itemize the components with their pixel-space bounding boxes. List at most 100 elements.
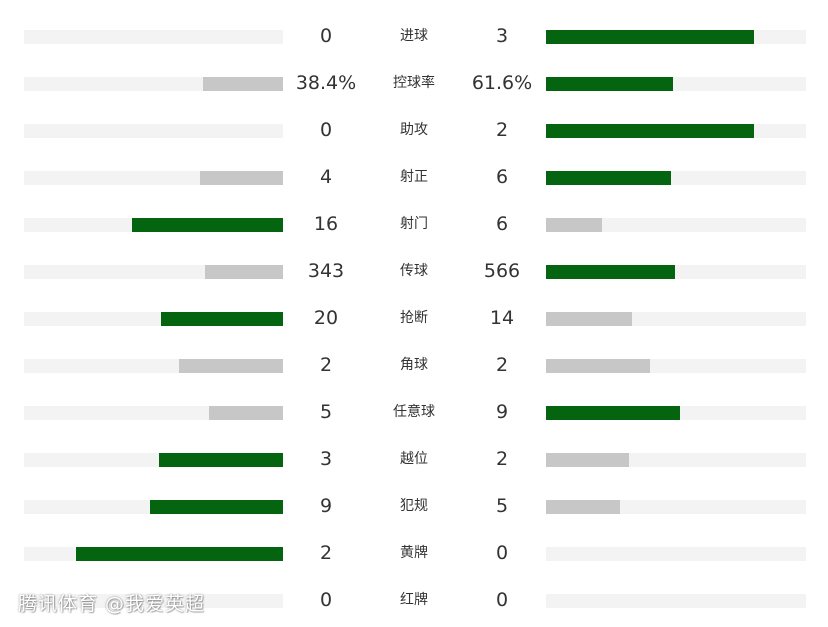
stat-label: 越位 [400, 451, 428, 467]
home-bar-track [24, 265, 283, 279]
stat-label: 犯规 [400, 498, 428, 514]
away-bar-fill [546, 171, 671, 185]
away-value: 6 [495, 166, 509, 188]
away-bar-fill [546, 500, 621, 514]
away-bar-fill [546, 265, 675, 279]
away-bar-fill [546, 312, 632, 326]
stat-row: 9 犯规 5 [0, 476, 828, 523]
stat-row: 0 进球 3 [0, 6, 828, 53]
home-value: 2 [319, 354, 333, 376]
stat-row: 0 助攻 2 [0, 100, 828, 147]
away-value: 2 [495, 119, 509, 141]
home-value: 0 [319, 25, 333, 47]
away-bar-fill [546, 30, 754, 44]
home-bar-fill [202, 77, 283, 91]
home-bar-fill [179, 359, 283, 373]
away-value: 3 [495, 25, 509, 47]
away-value: 0 [495, 589, 509, 611]
away-value: 9 [495, 401, 509, 423]
away-bar-track [546, 265, 806, 279]
stat-label: 射正 [400, 169, 428, 185]
away-value: 6 [495, 213, 509, 235]
away-bar-track [546, 453, 806, 467]
stat-row: 5 任意球 9 [0, 382, 828, 429]
away-value: 14 [489, 307, 515, 329]
away-bar-track [546, 171, 806, 185]
away-value: 0 [495, 542, 509, 564]
home-bar-track [24, 124, 283, 138]
away-bar-track [546, 500, 806, 514]
stat-row: 38.4% 控球率 61.6% [0, 53, 828, 100]
stat-label: 抢断 [400, 310, 428, 326]
home-bar-track [24, 594, 283, 608]
home-value: 9 [319, 495, 333, 517]
away-bar-track [546, 77, 806, 91]
home-bar-track [24, 218, 283, 232]
home-bar-fill [131, 218, 283, 232]
home-bar-fill [158, 453, 283, 467]
stat-label: 任意球 [393, 404, 435, 420]
away-bar-track [546, 124, 806, 138]
home-bar-track [24, 547, 283, 561]
away-bar-track [546, 359, 806, 373]
home-bar-fill [205, 265, 283, 279]
stat-label: 射门 [400, 216, 428, 232]
home-bar-track [24, 30, 283, 44]
stat-row: 2 黄牌 0 [0, 523, 828, 570]
stat-row: 4 射正 6 [0, 147, 828, 194]
away-bar-track [546, 594, 806, 608]
home-value: 3 [319, 448, 333, 470]
home-value: 38.4% [295, 72, 357, 94]
watermark-text: 腾讯体育 @我爱英超 [18, 593, 206, 615]
home-value: 16 [313, 213, 339, 235]
stat-label: 传球 [400, 263, 428, 279]
home-bar-fill [200, 171, 283, 185]
away-bar-track [546, 406, 806, 420]
away-bar-track [546, 547, 806, 561]
stat-label: 进球 [400, 28, 428, 44]
stat-row: 0 红牌 0 [0, 570, 828, 617]
stat-label: 助攻 [400, 122, 428, 138]
home-bar-track [24, 453, 283, 467]
stat-label: 控球率 [393, 75, 435, 91]
away-value: 2 [495, 448, 509, 470]
home-bar-fill [75, 547, 283, 561]
home-bar-track [24, 77, 283, 91]
stat-row: 2 角球 2 [0, 335, 828, 382]
away-bar-fill [546, 218, 602, 232]
away-value: 566 [483, 260, 521, 282]
away-value: 61.6% [471, 72, 533, 94]
home-bar-track [24, 171, 283, 185]
home-bar-track [24, 406, 283, 420]
home-bar-fill [209, 406, 283, 420]
away-bar-fill [546, 124, 754, 138]
away-value: 2 [495, 354, 509, 376]
away-bar-track [546, 218, 806, 232]
home-value: 2 [319, 542, 333, 564]
stat-row: 16 射门 6 [0, 194, 828, 241]
home-value: 0 [319, 589, 333, 611]
home-value: 0 [319, 119, 333, 141]
away-bar-fill [546, 406, 680, 420]
stat-row: 343 传球 566 [0, 241, 828, 288]
stat-row: 3 越位 2 [0, 429, 828, 476]
home-value: 20 [313, 307, 339, 329]
stat-label: 红牌 [400, 592, 428, 608]
stat-row: 20 抢断 14 [0, 288, 828, 335]
away-bar-fill [546, 77, 674, 91]
away-bar-track [546, 30, 806, 44]
away-bar-track [546, 312, 806, 326]
home-bar-track [24, 500, 283, 514]
stat-label: 角球 [400, 357, 428, 373]
home-value: 343 [307, 260, 345, 282]
home-value: 4 [319, 166, 333, 188]
home-bar-fill [161, 312, 283, 326]
away-value: 5 [495, 495, 509, 517]
stat-label: 黄牌 [400, 545, 428, 561]
away-bar-fill [546, 359, 650, 373]
home-bar-fill [149, 500, 283, 514]
home-value: 5 [319, 401, 333, 423]
away-bar-fill [546, 453, 630, 467]
home-bar-track [24, 359, 283, 373]
home-bar-track [24, 312, 283, 326]
